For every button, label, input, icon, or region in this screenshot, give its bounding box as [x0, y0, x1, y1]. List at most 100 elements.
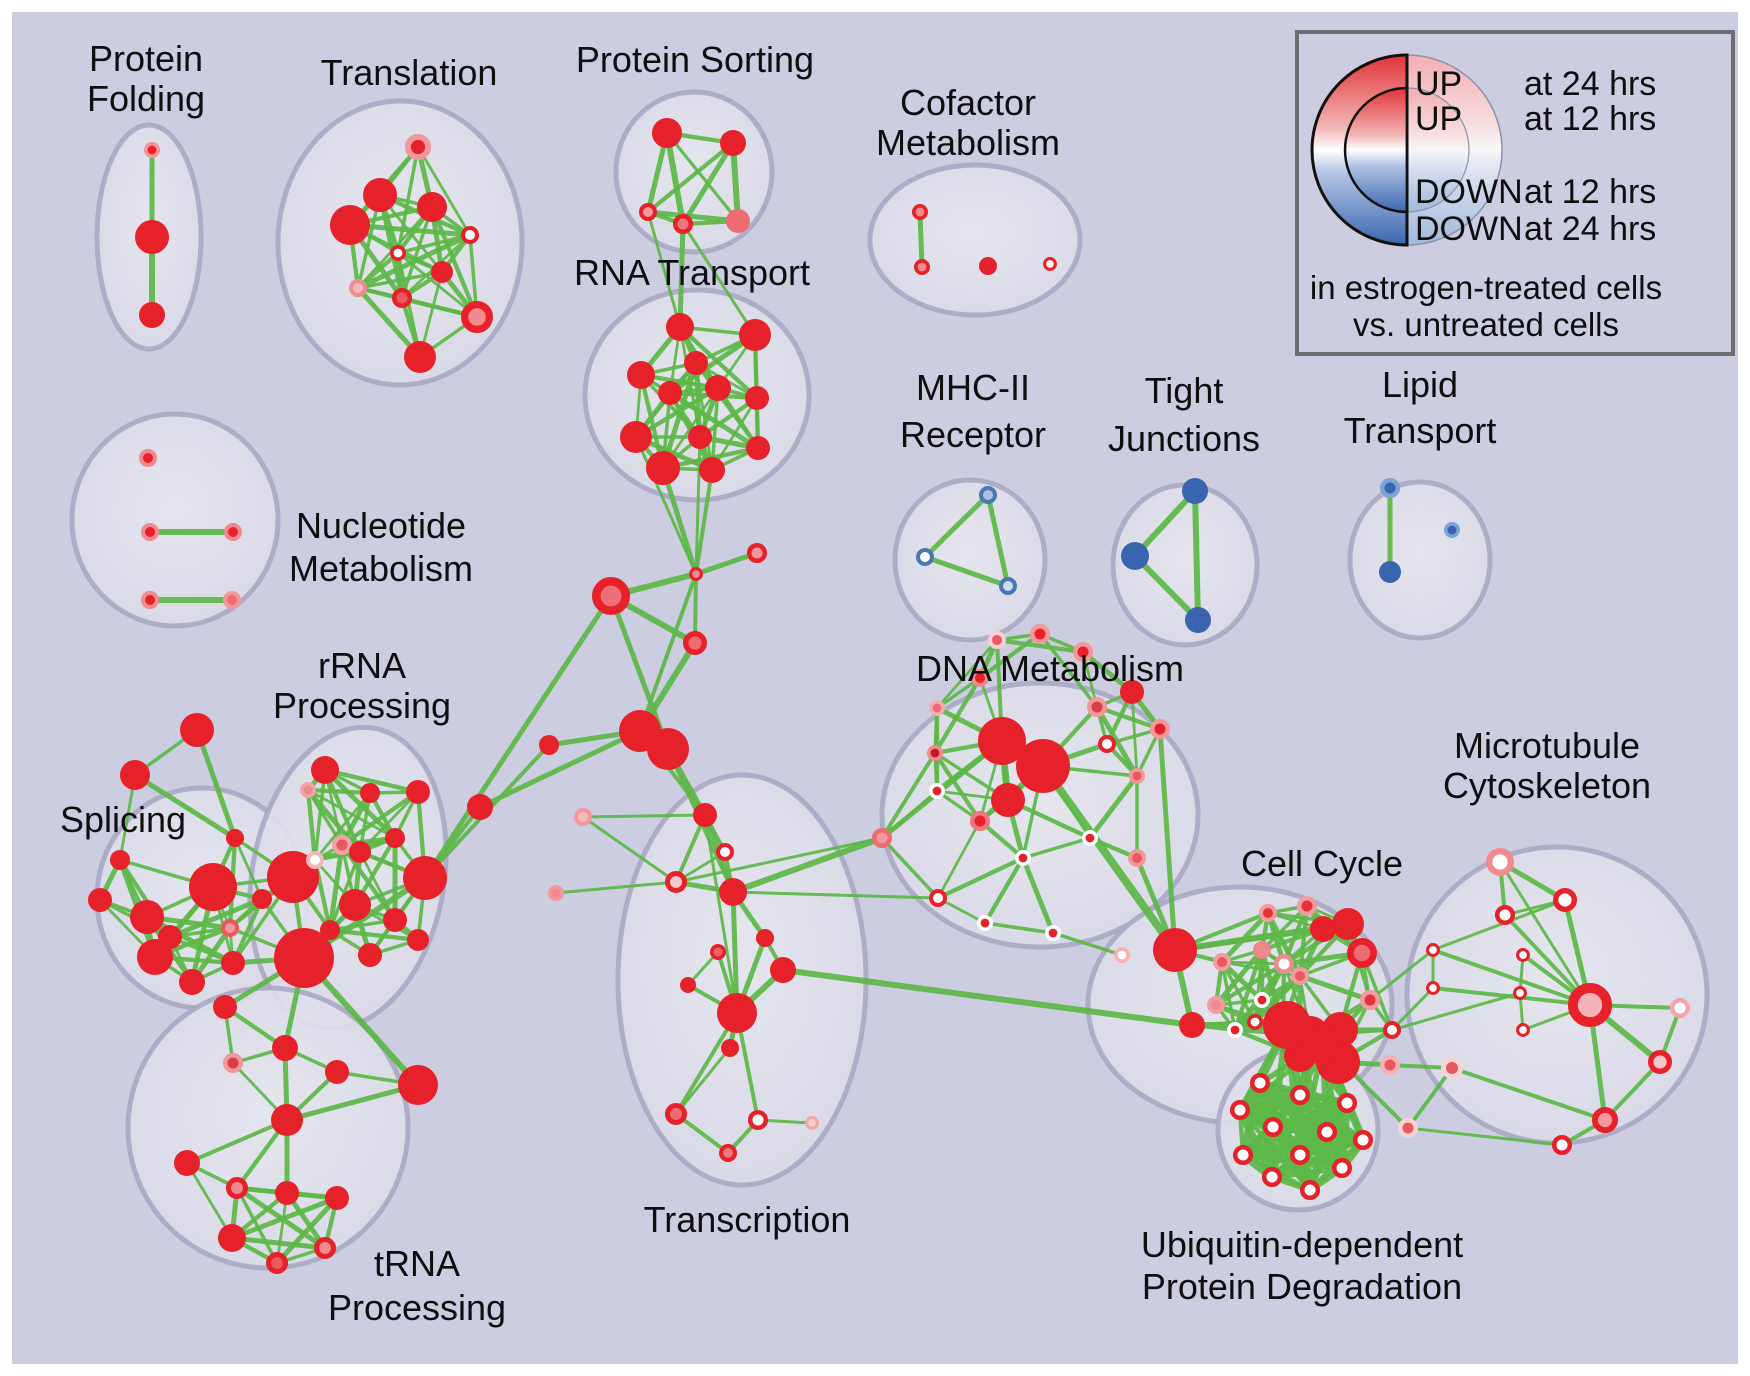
cluster-label-pf: Protein Folding	[87, 38, 205, 119]
edge	[167, 896, 265, 940]
gene-node	[174, 1150, 200, 1176]
cluster-label-line: Lipid	[1382, 364, 1458, 405]
gene-node	[926, 744, 943, 761]
gene-node	[1043, 257, 1057, 271]
edge	[1220, 960, 1237, 1032]
edge	[1297, 903, 1310, 979]
edge	[1220, 960, 1302, 978]
nodes	[88, 118, 1691, 1274]
cluster-label-rt: RNA Transport	[574, 252, 810, 293]
gene-node	[1120, 680, 1144, 704]
edge	[1157, 726, 1178, 953]
cluster-label-tn: tRNA Processing	[328, 1243, 506, 1328]
gene-node	[1082, 829, 1099, 846]
gene-node	[1441, 1057, 1463, 1079]
gene-node	[591, 576, 630, 615]
edge	[400, 205, 434, 300]
gene-node	[314, 1237, 336, 1259]
gene-node	[1121, 542, 1149, 570]
gene-node	[1591, 1106, 1619, 1134]
cluster-label-tr: Translation	[321, 52, 498, 93]
edge	[645, 209, 741, 224]
gene-node	[1426, 981, 1440, 995]
gene-node	[1207, 996, 1225, 1014]
edge	[674, 1046, 732, 1116]
gene-node	[719, 878, 747, 906]
edge	[731, 890, 940, 900]
cluster-label-line: Transport	[1344, 410, 1497, 451]
edge	[1021, 836, 1092, 860]
gene-node	[1114, 946, 1131, 963]
legend-time: at 12 hrs	[1524, 173, 1656, 211]
legend-footer-line: in estrogen-treated cells	[1310, 269, 1662, 306]
gene-node	[683, 631, 708, 656]
cluster-label-line: Metabolism	[289, 548, 473, 589]
gene-node	[1086, 696, 1108, 718]
edge	[634, 435, 698, 576]
gene-node	[389, 245, 406, 262]
gene-node	[1331, 1157, 1353, 1179]
gene-node	[928, 699, 945, 716]
gene-node	[349, 279, 367, 297]
gene-node	[928, 782, 945, 799]
edge	[1087, 773, 1140, 841]
edge	[985, 492, 1011, 589]
gene-node	[137, 939, 173, 975]
gene-node	[1129, 767, 1146, 784]
gene-node	[139, 449, 157, 467]
gene-node	[189, 863, 237, 911]
gene-node	[721, 1039, 739, 1057]
cluster-label-line: Protein Degradation	[1142, 1266, 1462, 1307]
edge	[1431, 898, 1567, 952]
cluster-label-line: Cell Cycle	[1241, 843, 1403, 884]
gene-node	[1072, 641, 1094, 663]
gene-node	[110, 850, 130, 870]
gene-node	[1486, 848, 1514, 876]
gene-node	[461, 226, 479, 244]
gene-node	[179, 969, 205, 995]
edge	[977, 631, 1043, 681]
gene-node	[1213, 953, 1231, 971]
cluster-label-sp: Splicing	[60, 799, 186, 840]
gene-node	[1383, 1021, 1401, 1039]
edge	[305, 787, 318, 863]
edge	[694, 468, 714, 576]
legend-time: at 24 hrs	[1524, 210, 1656, 248]
legend-time: at 24 hrs	[1524, 65, 1656, 103]
gene-node	[467, 794, 493, 820]
gene-node	[1014, 849, 1031, 866]
gene-node	[739, 319, 771, 351]
edge	[664, 130, 686, 227]
edge	[185, 1161, 234, 1240]
legend-time: at 12 hrs	[1524, 100, 1656, 138]
gene-node	[999, 577, 1017, 595]
cluster-label-line: Splicing	[60, 799, 186, 840]
gene-node	[1567, 982, 1613, 1028]
cluster-label-cm: Cofactor Metabolism	[876, 82, 1060, 163]
gene-node	[360, 783, 380, 803]
edge	[1603, 1060, 1662, 1122]
cluster-label-line: Cofactor	[900, 82, 1036, 123]
gene-node	[1289, 1084, 1311, 1106]
edge	[305, 787, 373, 796]
cluster-label-line: Cytoskeleton	[1443, 765, 1651, 806]
gene-node	[1397, 1117, 1419, 1139]
edge	[194, 727, 238, 841]
cluster-ellipse-lt	[1347, 479, 1493, 641]
edge	[229, 1235, 328, 1251]
cluster-label-lt: Lipid Transport	[1344, 364, 1497, 451]
gene-node	[1444, 521, 1461, 538]
edge	[674, 813, 707, 884]
edge	[936, 819, 982, 900]
gene-node	[620, 421, 652, 453]
gene-node	[688, 425, 712, 449]
gene-node	[658, 381, 682, 405]
gene-node	[978, 717, 1026, 765]
gene-node	[770, 957, 796, 983]
edge	[356, 270, 444, 290]
gene-node	[120, 760, 150, 790]
gene-node	[1128, 849, 1146, 867]
gene-node	[717, 993, 757, 1033]
edge	[922, 492, 991, 560]
